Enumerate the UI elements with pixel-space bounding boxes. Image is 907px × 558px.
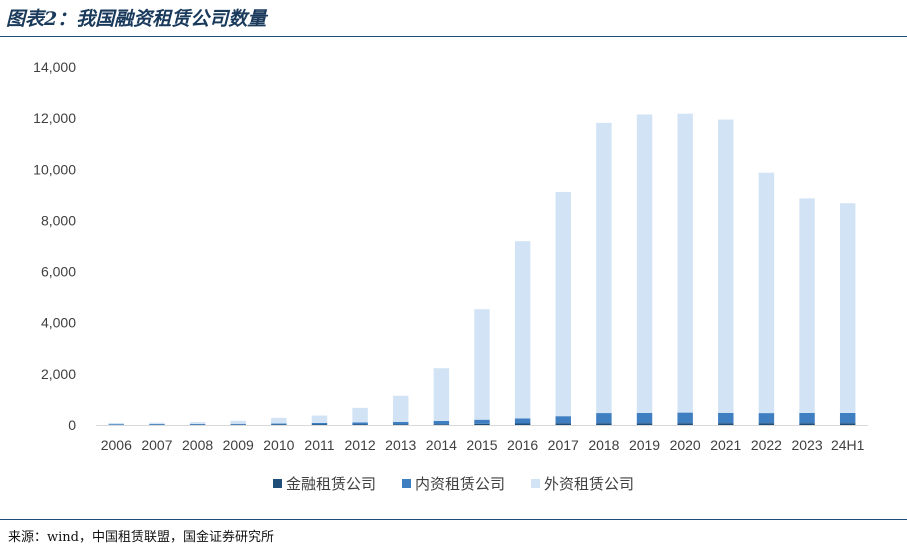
y-tick-label: 12,000 [33, 110, 76, 126]
legend-label: 内资租赁公司 [414, 475, 505, 493]
x-tick-label: 2008 [182, 437, 213, 453]
bar-segment [474, 419, 490, 424]
bar-segment [555, 416, 571, 424]
bar-segment [108, 422, 125, 425]
x-axis: 2006 2007 2008 2009 2010 2011 2012 2013 2014 2015… [96, 425, 868, 453]
y-tick-label: 8,000 [41, 212, 76, 228]
figure-title: 图表2：我国融资租赁公司数量 [6, 8, 267, 30]
legend-item: 外资租赁公司 [531, 473, 634, 494]
bar-segment [596, 423, 612, 425]
y-tick-label: 14,000 [33, 59, 76, 75]
bar-segment [311, 422, 328, 425]
bar-segment [311, 415, 328, 423]
bar-segment [677, 423, 693, 425]
x-tick-label: 2009 [223, 437, 254, 453]
legend-item: 内资租赁公司 [401, 473, 505, 494]
bar-segment [799, 198, 815, 413]
bar-segment [555, 423, 571, 425]
bar-segment [636, 114, 653, 413]
bar-segment [555, 191, 571, 417]
bar-segment [514, 418, 531, 424]
bar-segment [636, 412, 653, 424]
bar-segment [596, 413, 612, 424]
bar-group [108, 113, 856, 425]
x-tick-label: 2020 [670, 437, 701, 453]
bar-segment [149, 424, 165, 425]
y-tick-label: 4,000 [41, 315, 76, 331]
bar-segment [718, 412, 734, 424]
bar-segment [474, 309, 490, 420]
bottom-divider [0, 519, 907, 520]
bar-segment [189, 422, 206, 424]
bar-segment [230, 423, 246, 425]
bar-segment [758, 423, 775, 425]
top-divider [0, 36, 907, 37]
x-tick-label: 2018 [588, 437, 619, 453]
bar-segment [839, 423, 856, 425]
bar-segment [718, 119, 734, 413]
bar-segment [718, 423, 734, 425]
bar-segment [230, 420, 246, 424]
bar-segment [433, 368, 450, 421]
x-tick-label: 2016 [507, 437, 538, 453]
bar-segment [393, 421, 409, 425]
bar-segment [636, 423, 653, 425]
x-tick-label: 2007 [141, 437, 172, 453]
x-tick-label: 2010 [263, 437, 294, 453]
bar-segment [352, 424, 368, 425]
x-tick-label: 24H1 [831, 437, 865, 453]
bar-segment [839, 203, 856, 413]
bar-segment [433, 424, 450, 425]
y-tick-label: 6,000 [41, 264, 76, 280]
chart-legend: 金融租赁公司 内资租赁公司 外资租赁公司 [0, 473, 907, 494]
legend-item: 金融租赁公司 [272, 473, 376, 494]
bar-segment [311, 424, 328, 425]
y-tick-label: 0 [68, 417, 76, 433]
bar-segment [677, 412, 693, 424]
bar-segment [758, 172, 775, 414]
legend-swatch [531, 479, 540, 488]
bar-segment [758, 413, 775, 424]
bar-segment [433, 420, 450, 425]
y-tick-label: 2,000 [41, 366, 76, 382]
bar-segment [799, 412, 815, 424]
bar-segment [352, 422, 368, 425]
legend-label: 金融租赁公司 [285, 475, 376, 493]
legend-label: 外资租赁公司 [544, 475, 635, 493]
bar-segment [839, 412, 856, 424]
legend-swatch [272, 479, 282, 488]
bar-segment [271, 417, 287, 424]
bar-segment [474, 423, 490, 425]
bar-chart: 02,0004,0006,0008,00010,00012,00014,000 … [33, 59, 868, 453]
x-tick-label: 2022 [751, 437, 782, 453]
legend-swatch [401, 479, 411, 488]
bar-segment [596, 122, 612, 414]
bar-segment [189, 423, 206, 425]
x-tick-label: 2013 [385, 437, 416, 453]
x-tick-label: 2015 [466, 437, 497, 453]
x-tick-label: 2006 [101, 437, 132, 453]
bar-segment [677, 113, 693, 413]
bar-segment [352, 407, 368, 423]
x-tick-label: 2023 [791, 437, 822, 453]
bar-segment [108, 424, 125, 425]
x-tick-label: 2012 [345, 437, 376, 453]
source-note: 来源：wind，中国租赁联盟，国金证券研究所 [8, 530, 274, 545]
bar-segment [393, 395, 409, 422]
bar-segment [514, 423, 531, 425]
bar-segment [393, 424, 409, 425]
bar-segment [514, 241, 531, 419]
x-tick-label: 2014 [426, 437, 457, 453]
x-tick-label: 2017 [548, 437, 579, 453]
x-tick-label: 2011 [304, 437, 334, 453]
x-tick-label: 2021 [710, 437, 741, 453]
bar-segment [271, 423, 287, 425]
bar-segment [799, 423, 815, 425]
x-tick-label: 2019 [629, 437, 660, 453]
y-tick-label: 10,000 [33, 161, 76, 177]
bar-segment [149, 422, 165, 425]
y-axis: 0 2,000 4,000 6,000 8,000 10,000 12,000 14,000 [33, 59, 76, 433]
